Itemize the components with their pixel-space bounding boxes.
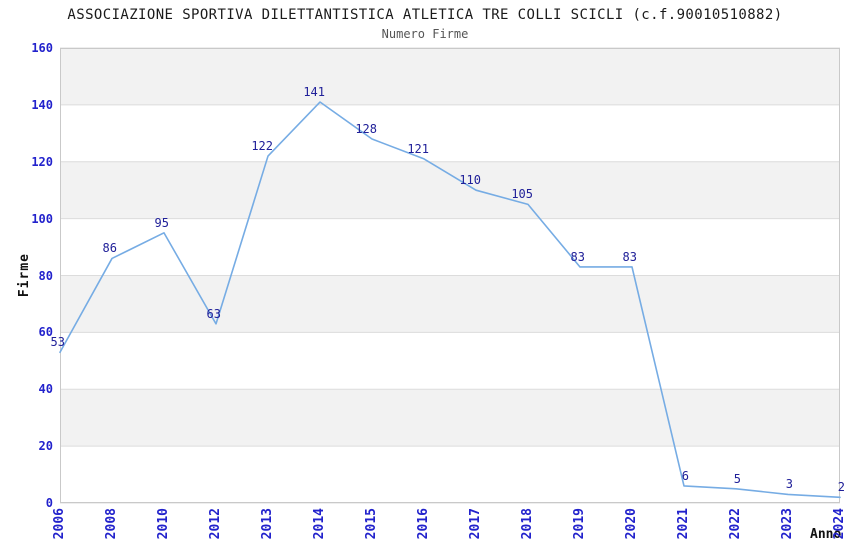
x-tick-label: 2021: [676, 508, 691, 540]
x-tick-label: 2019: [572, 508, 587, 540]
y-tick-label: 80: [38, 268, 53, 283]
data-point-label: 95: [154, 215, 169, 230]
x-tick-label: 2012: [208, 508, 223, 540]
grid-band: [60, 275, 840, 333]
data-point-label: 122: [251, 139, 273, 154]
x-tick-label: 2014: [312, 508, 327, 540]
x-tick-label: 2024: [832, 508, 847, 540]
x-tick-label: 2010: [156, 508, 171, 540]
y-tick-label: 20: [38, 439, 53, 454]
x-tick-label: 2013: [260, 508, 275, 540]
data-point-label: 128: [355, 122, 377, 136]
chart-title: ASSOCIAZIONE SPORTIVA DILETTANTISTICA AT…: [67, 7, 783, 23]
y-tick-label: 0: [45, 496, 53, 510]
x-tick-label: 2006: [52, 508, 67, 540]
data-point-label: 6: [681, 468, 689, 483]
x-tick-label: 2018: [520, 508, 535, 540]
grid-band: [60, 161, 840, 219]
series-line: [59, 101, 841, 499]
data-point-label: 63: [206, 306, 221, 321]
data-point-label: 83: [570, 249, 585, 264]
data-point-label: 3: [785, 477, 793, 492]
data-point-label: 5: [733, 471, 741, 486]
data-point-label: 86: [102, 241, 117, 256]
x-tick-label: 2020: [624, 508, 639, 540]
grid-band: [60, 48, 840, 105]
y-tick-label: 40: [38, 382, 53, 397]
y-tick-label: 140: [31, 97, 53, 112]
data-point-label: 53: [50, 335, 65, 350]
y-tick-label: 120: [31, 154, 53, 169]
grid-band: [60, 389, 840, 447]
x-tick-label: 2008: [104, 508, 119, 540]
x-tick-label: 2023: [780, 508, 795, 540]
data-point-label: 121: [407, 141, 429, 156]
x-tick-label: 2016: [416, 508, 431, 540]
x-tick-label: 2017: [468, 508, 483, 540]
x-tick-label: 2022: [728, 508, 743, 540]
y-tick-label: 60: [38, 325, 53, 340]
data-point-label: 105: [511, 187, 533, 202]
data-point-label: 110: [459, 173, 481, 188]
y-tick-label: 100: [31, 211, 53, 226]
chart-subtitle: Numero Firme: [381, 27, 469, 41]
data-point-label: 83: [622, 249, 637, 264]
x-axis-label: Anno: [810, 527, 842, 542]
data-point-label: 141: [303, 85, 325, 100]
y-tick-label: 160: [31, 41, 53, 55]
plot-border: [60, 48, 840, 503]
data-point-label: 2: [837, 480, 845, 495]
x-tick-label: 2015: [364, 508, 379, 540]
